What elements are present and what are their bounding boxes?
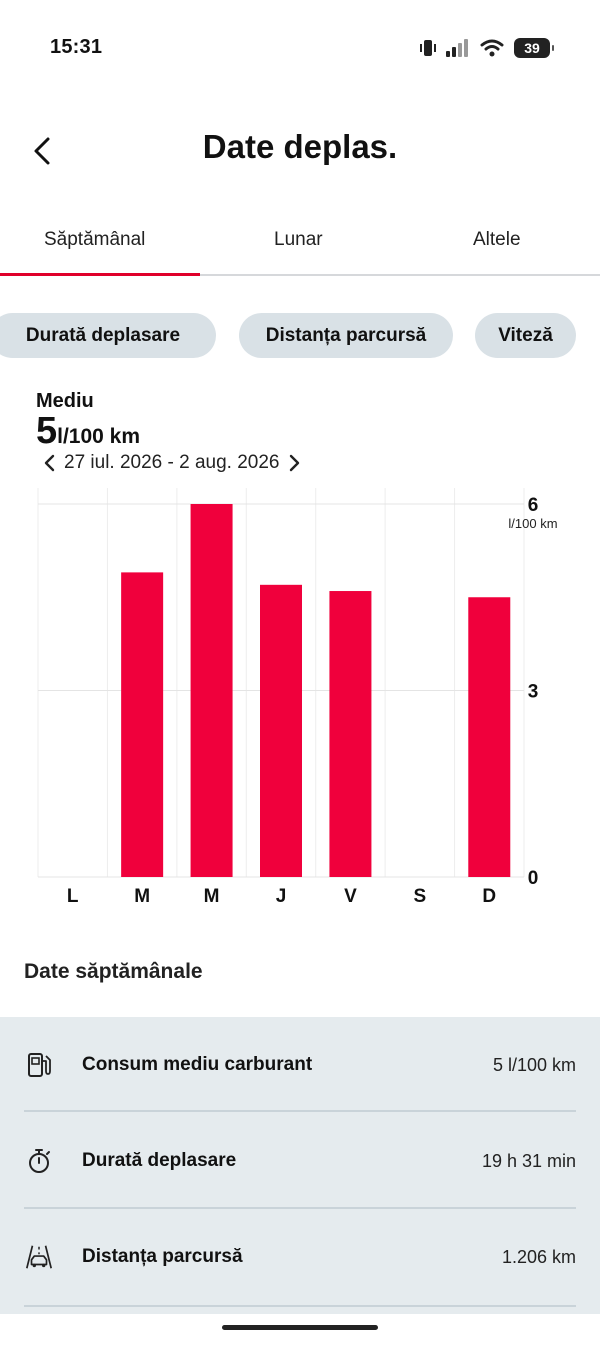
date-range-selector: 27 iul. 2026 - 2 aug. 2026 <box>42 452 302 474</box>
chip-distanta-parcursa[interactable]: Distanța parcursă <box>239 313 453 358</box>
tab-active-indicator <box>0 273 200 276</box>
row-value: 19 h 31 min <box>481 1150 576 1171</box>
row-label: Consum mediu carburant <box>82 1054 313 1075</box>
status-icons: 39 <box>420 37 554 59</box>
row-divider <box>24 1305 576 1307</box>
tabs-divider <box>0 274 600 276</box>
stopwatch-icon <box>24 1146 54 1176</box>
row-label: Distanța parcursă <box>82 1246 243 1267</box>
weekly-data-panel: Consum mediu carburant 5 l/100 km Durată… <box>0 1017 600 1314</box>
y-tick-label: 3 <box>528 682 539 703</box>
x-tick-label: S <box>414 886 427 907</box>
x-tick-label: D <box>482 886 496 907</box>
page-title: Date deplas. <box>202 128 398 165</box>
home-indicator[interactable] <box>222 1325 378 1330</box>
y-axis-unit: l/100 km <box>508 516 557 531</box>
x-tick-label: J <box>276 886 287 907</box>
average-value: 5 l/100 km <box>36 410 140 453</box>
y-tick-label: 6 <box>528 495 539 516</box>
tab-saptamanal[interactable]: Săptămânal <box>44 229 146 250</box>
chip-viteza[interactable]: Viteză <box>475 313 576 358</box>
consumption-bar-chart: 0 3 6l/100 km L M M J V S D <box>37 488 558 907</box>
x-tick-label: L <box>67 886 79 907</box>
tab-lunar[interactable]: Lunar <box>274 229 323 250</box>
row-value: 5 l/100 km <box>492 1054 576 1075</box>
row-fuel-consumption[interactable]: Consum mediu carburant 5 l/100 km <box>24 1017 576 1113</box>
x-tick-label: M <box>134 886 150 907</box>
chart-bar <box>329 591 372 877</box>
fuel-pump-icon <box>24 1050 54 1080</box>
status-time: 15:31 <box>50 36 103 58</box>
x-tick-label: V <box>344 886 357 907</box>
date-range-text: 27 iul. 2026 - 2 aug. 2026 <box>64 452 280 473</box>
car-road-icon <box>24 1242 54 1272</box>
weekly-section-title: Date săptămânale <box>24 960 203 983</box>
row-label: Durată deplasare <box>82 1150 237 1171</box>
chip-durata-deplasare[interactable]: Durată deplasare <box>0 313 216 358</box>
vibrate-icon <box>420 40 436 56</box>
row-distance[interactable]: Distanța parcursă 1.206 km <box>24 1209 576 1305</box>
average-number: 5 <box>36 410 58 452</box>
row-value: 1.206 km <box>501 1246 576 1267</box>
chart-bar <box>121 572 164 877</box>
battery-indicator: 39 <box>514 38 554 58</box>
wifi-icon <box>480 39 504 57</box>
average-unit: l/100 km <box>57 425 141 448</box>
battery-level: 39 <box>524 40 540 56</box>
average-label: Mediu <box>36 390 94 412</box>
row-divider <box>24 1110 576 1112</box>
chart-bar <box>190 504 233 877</box>
chart-bar <box>260 584 302 877</box>
x-tick-label: M <box>204 886 220 907</box>
next-week-icon[interactable] <box>286 453 302 473</box>
y-tick-label: 0 <box>528 868 539 889</box>
back-chevron-icon[interactable] <box>28 136 58 166</box>
row-trip-duration[interactable]: Durată deplasare 19 h 31 min <box>24 1113 576 1209</box>
cellular-signal-icon <box>446 39 468 57</box>
chart-bar <box>468 597 511 877</box>
row-divider <box>24 1207 576 1209</box>
tab-altele[interactable]: Altele <box>473 229 521 250</box>
previous-week-icon[interactable] <box>42 453 58 473</box>
